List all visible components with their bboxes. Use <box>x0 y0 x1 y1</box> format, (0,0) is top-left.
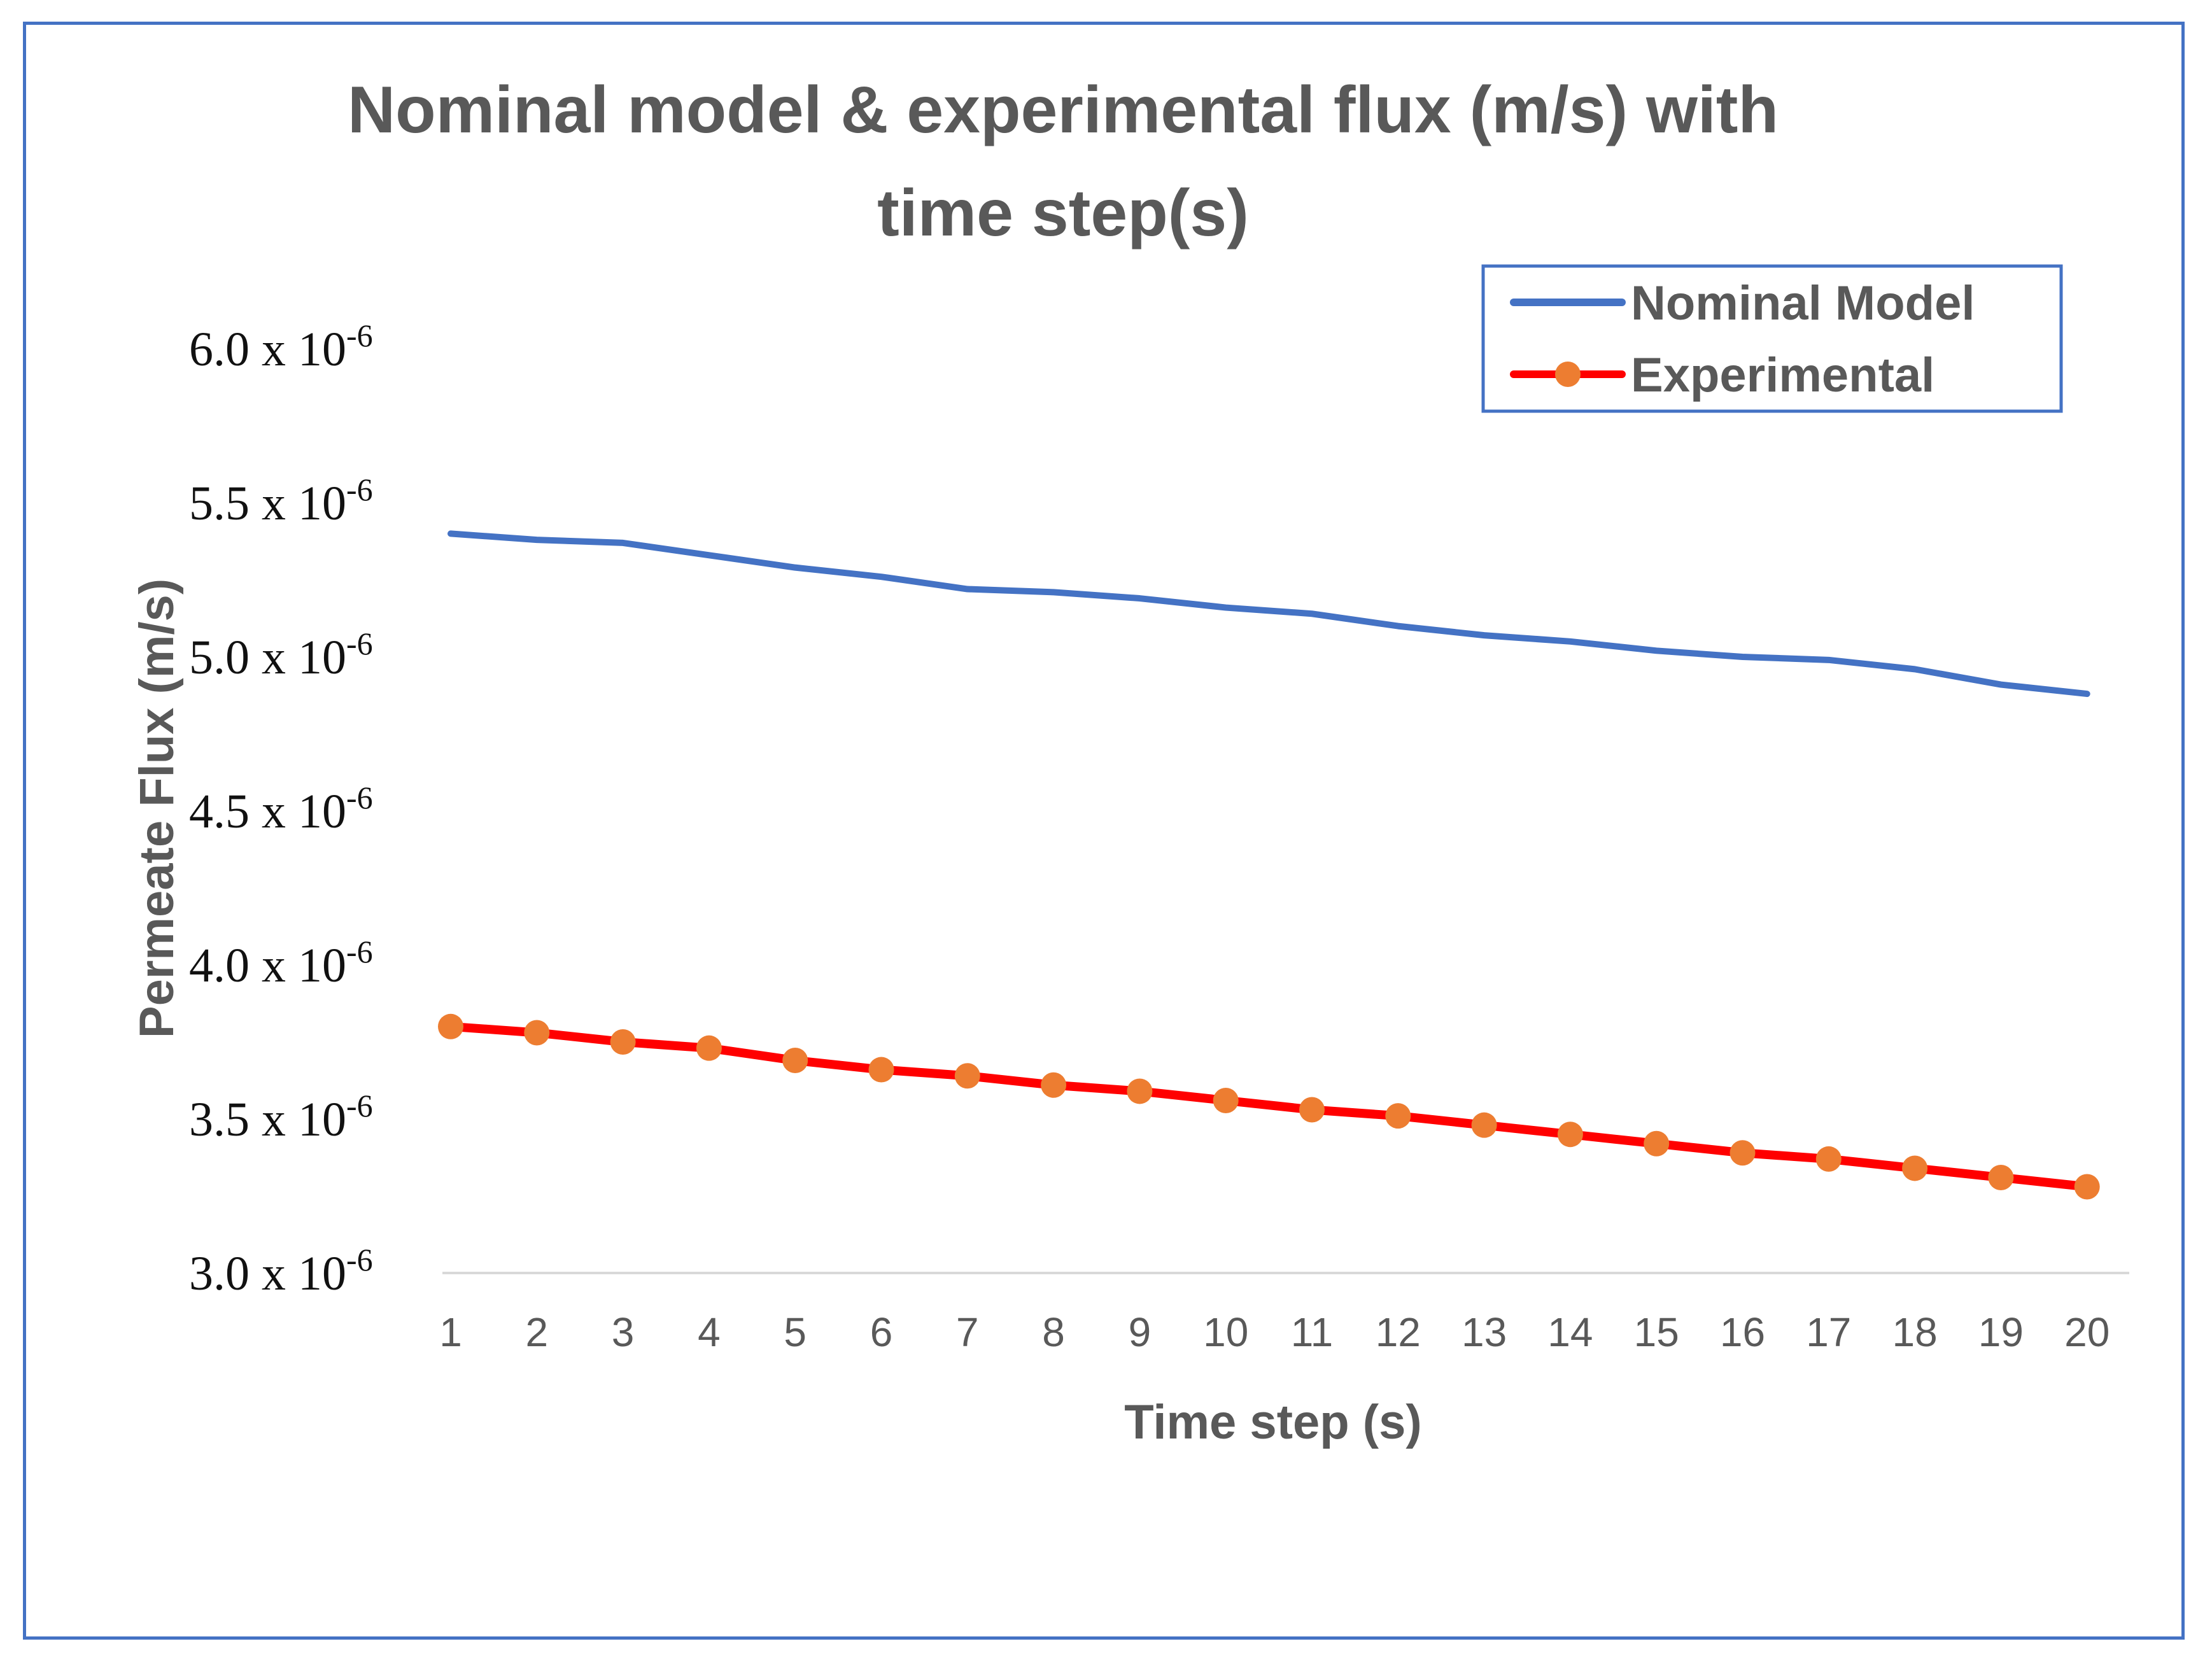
y-axis-label: Permeate Flux (m/s) <box>130 579 184 1038</box>
y-tick-exponent: -6 <box>346 1088 373 1123</box>
x-tick-label: 16 <box>1720 1309 1765 1355</box>
x-tick-label: 12 <box>1376 1309 1421 1355</box>
y-tick-mantissa: 3.5 x 10 <box>189 1093 346 1146</box>
series-experimental <box>438 1013 2100 1200</box>
data-point <box>1815 1146 1842 1172</box>
x-tick-label: 1 <box>439 1309 462 1355</box>
data-point <box>1213 1087 1239 1113</box>
x-tick-label: 8 <box>1042 1309 1065 1355</box>
y-tick-exponent: -6 <box>346 780 373 815</box>
series-layer <box>438 530 2100 1200</box>
y-tick-exponent: -6 <box>346 318 373 353</box>
x-axis-label: Time step (s) <box>1124 1395 1421 1449</box>
y-tick-mantissa: 4.0 x 10 <box>189 939 346 992</box>
y-tick-label: 6.0 x 10-6 <box>189 318 373 376</box>
x-tick-label: 5 <box>784 1309 807 1355</box>
data-point <box>1041 1072 1067 1098</box>
y-tick-exponent: -6 <box>346 934 373 969</box>
data-point <box>696 1035 722 1061</box>
x-tick-label: 19 <box>1978 1309 2024 1355</box>
x-tick-label: 14 <box>1547 1309 1593 1355</box>
legend-label-experimental: Experimental <box>1631 348 1934 402</box>
y-tick-label: 5.0 x 10-6 <box>189 626 373 684</box>
data-point <box>1644 1130 1670 1157</box>
y-tick-label: 5.5 x 10-6 <box>189 472 373 530</box>
chart-title-line-2: time step(s) <box>877 176 1249 250</box>
data-point <box>1385 1103 1411 1129</box>
y-tick-exponent: -6 <box>346 472 373 507</box>
x-tick-label: 9 <box>1129 1309 1152 1355</box>
data-point <box>1299 1097 1325 1123</box>
data-point <box>782 1048 808 1074</box>
data-point <box>1471 1112 1497 1138</box>
x-tick-label: 6 <box>870 1309 893 1355</box>
y-tick-mantissa: 3.0 x 10 <box>189 1247 346 1300</box>
y-tick-exponent: -6 <box>346 626 373 661</box>
data-point <box>1729 1140 1756 1166</box>
data-point <box>1557 1122 1583 1148</box>
legend: Nominal Model Experimental <box>1481 264 2063 413</box>
x-tick-label: 20 <box>2064 1309 2110 1355</box>
x-tick-label: 10 <box>1203 1309 1248 1355</box>
data-point <box>438 1013 463 1039</box>
legend-marker-experimental <box>1555 362 1581 387</box>
y-axis-ticks: 6.0 x 10-65.5 x 10-65.0 x 10-64.5 x 10-6… <box>189 318 373 1300</box>
y-tick-label: 3.0 x 10-6 <box>189 1242 373 1300</box>
y-tick-exponent: -6 <box>346 1242 373 1277</box>
x-tick-label: 11 <box>1291 1309 1333 1355</box>
x-tick-label: 7 <box>956 1309 979 1355</box>
legend-label-nominal-model: Nominal Model <box>1631 276 1975 330</box>
y-tick-mantissa: 6.0 x 10 <box>189 323 346 376</box>
data-point <box>954 1063 980 1089</box>
x-tick-label: 15 <box>1634 1309 1679 1355</box>
data-point <box>1988 1164 2014 1190</box>
y-tick-mantissa: 5.0 x 10 <box>189 631 346 684</box>
data-point <box>868 1057 894 1083</box>
legend-box <box>1481 264 2063 413</box>
series-line <box>447 530 2090 698</box>
x-axis-ticks: 1 2 3 4 5 6 7 8 9 10 11 12 13 14 15 16 17 18 19 20 <box>439 1309 2110 1355</box>
y-tick-label: 3.5 x 10-6 <box>189 1088 373 1146</box>
x-tick-label: 13 <box>1462 1309 1507 1355</box>
series-line <box>446 1022 2092 1192</box>
x-tick-label: 3 <box>612 1309 635 1355</box>
data-point <box>610 1029 636 1055</box>
data-point <box>1127 1078 1153 1104</box>
y-tick-mantissa: 5.5 x 10 <box>189 477 346 530</box>
data-point <box>2074 1174 2100 1200</box>
x-tick-label: 4 <box>698 1309 721 1355</box>
x-tick-label: 18 <box>1892 1309 1938 1355</box>
y-tick-label: 4.5 x 10-6 <box>189 780 373 838</box>
chart-title-line-1: Nominal model & experimental flux (m/s) … <box>348 73 1779 147</box>
y-tick-mantissa: 4.5 x 10 <box>189 785 346 838</box>
data-point <box>1902 1155 1928 1181</box>
x-tick-label: 2 <box>526 1309 549 1355</box>
y-tick-label: 4.0 x 10-6 <box>189 934 373 992</box>
data-point <box>524 1020 550 1046</box>
x-tick-label: 17 <box>1806 1309 1851 1355</box>
series-nominal-model <box>447 530 2090 698</box>
